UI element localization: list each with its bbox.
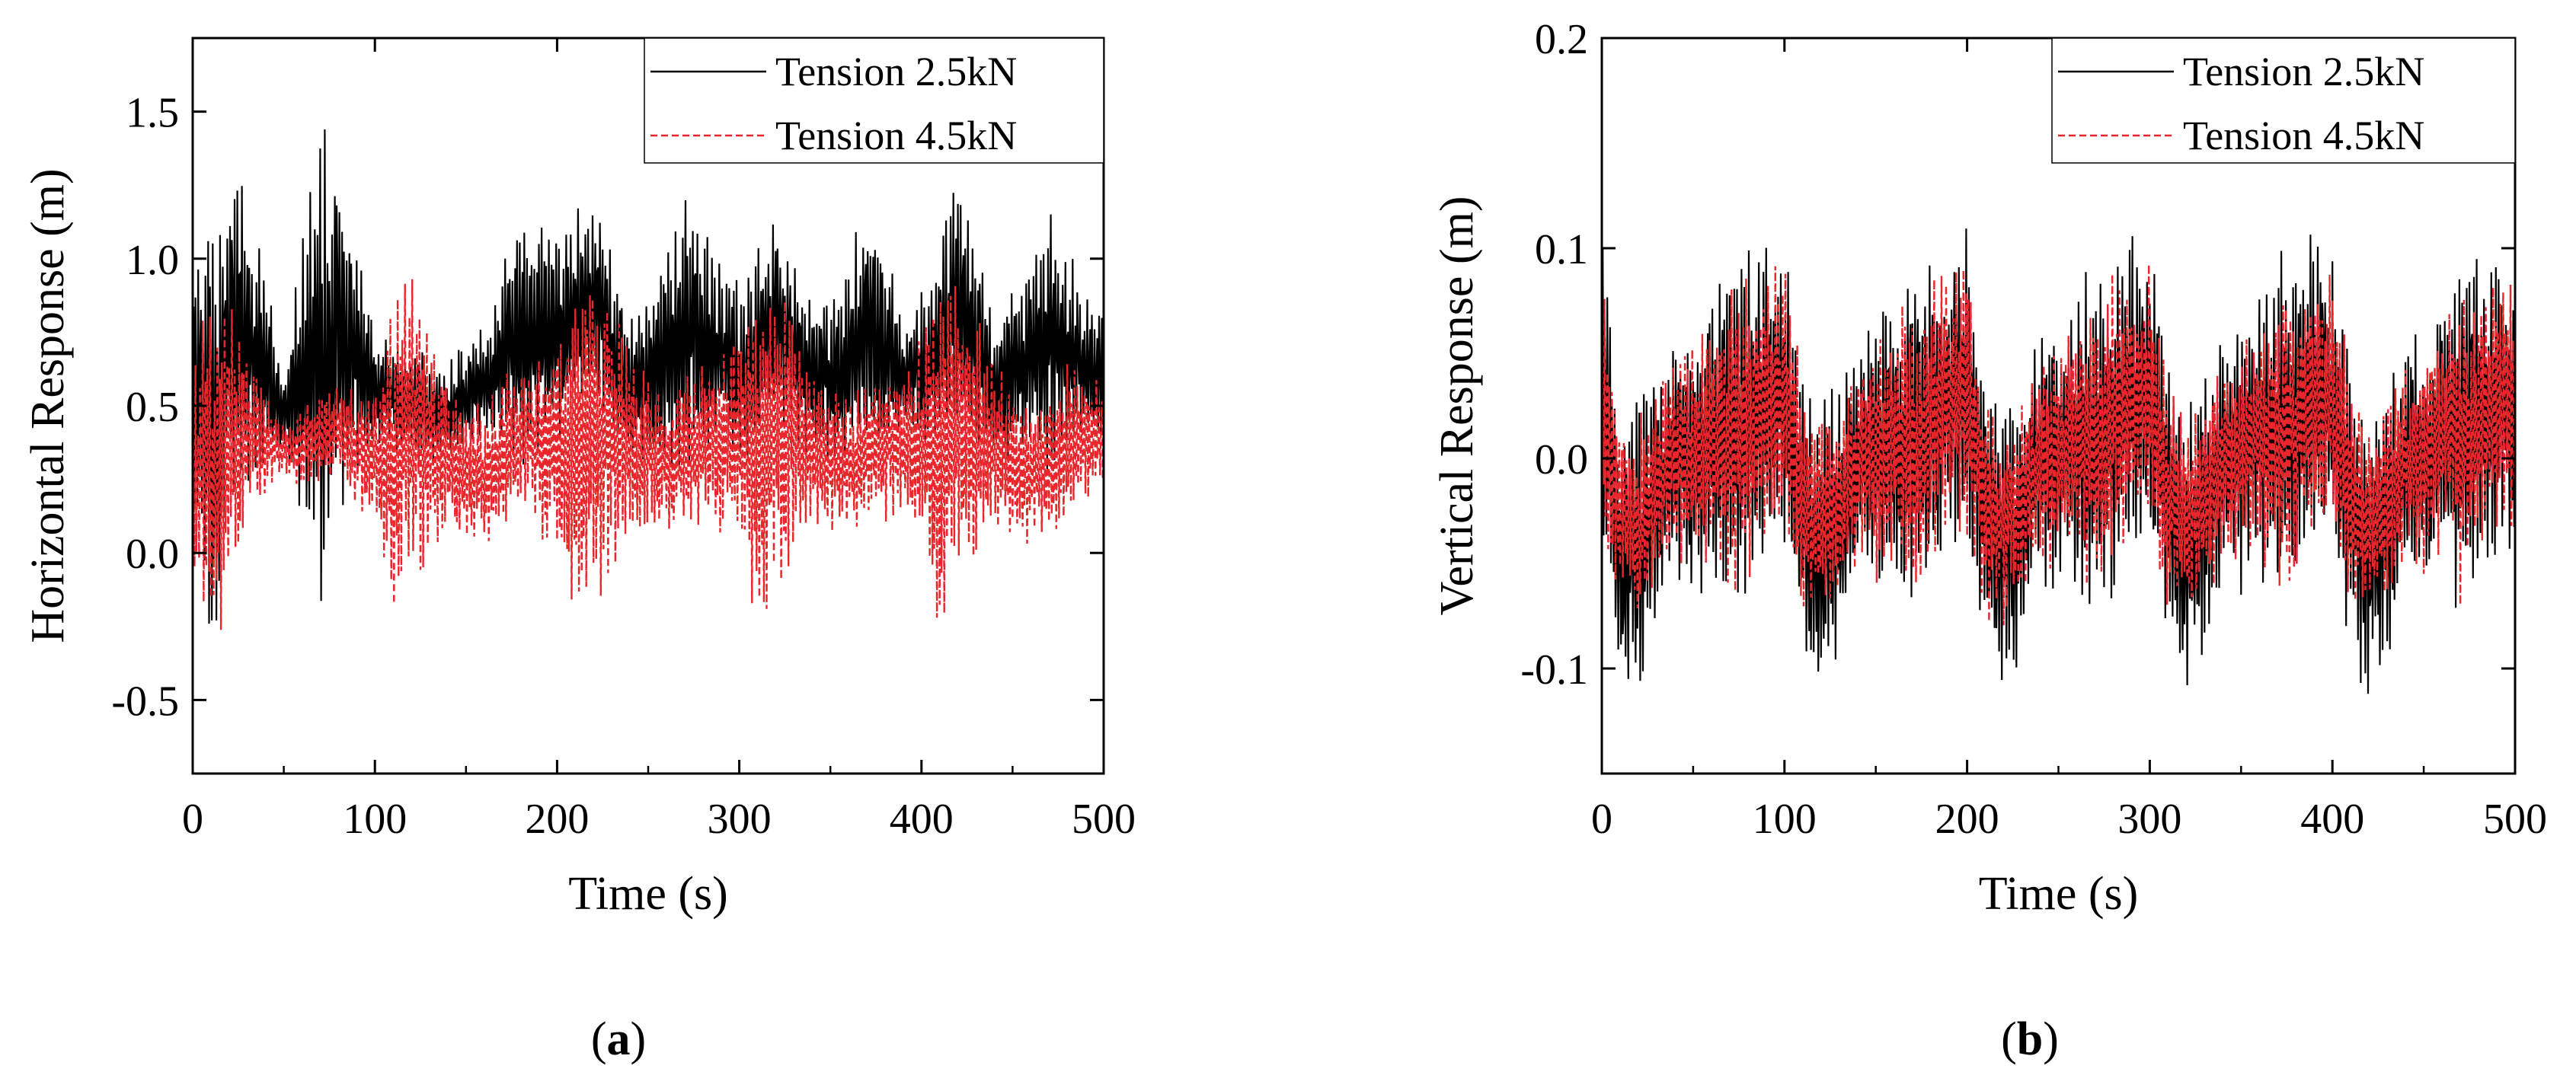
- y-tick-label: 0.1: [1535, 226, 1588, 273]
- subfigure-caption: (b): [2001, 1013, 2059, 1065]
- y-tick-label: 0.2: [1535, 16, 1588, 63]
- x-tick-label: 200: [1935, 796, 1999, 843]
- chart-a-horizontal-response: 0 100 200 300 400 500 -0.5 0.0 0.5 1.0 1.5 Time (s)…: [22, 37, 1136, 1065]
- x-tick-label: 0: [1591, 796, 1612, 843]
- y-tick-label: 0.0: [1535, 436, 1588, 483]
- x-axis-label: Time (s): [1979, 868, 2139, 920]
- y-axis-label: Vertical Response (m): [1431, 196, 1483, 616]
- legend-box: [2051, 37, 2516, 164]
- x-tick-label: 200: [525, 796, 589, 843]
- legend-box: [644, 37, 1104, 164]
- y-tick-label: -0.5: [111, 678, 179, 725]
- x-tick-label: 300: [2117, 796, 2181, 843]
- y-tick-label: 0.5: [126, 384, 179, 431]
- subfigure-caption: (a): [591, 1013, 646, 1065]
- x-tick-label: 100: [343, 796, 407, 843]
- x-tick-label: 100: [1753, 796, 1817, 843]
- y-tick-label: 1.0: [126, 237, 179, 284]
- legend-label: Tension 2.5kN: [775, 49, 1017, 94]
- x-tick-label: 500: [1072, 796, 1136, 843]
- series-line-tension-2-5kn: [193, 129, 1104, 624]
- legend-label: Tension 4.5kN: [775, 113, 1017, 158]
- y-axis-label: Horizontal Response (m): [22, 168, 74, 643]
- x-tick-label: 300: [708, 796, 772, 843]
- chart-b-vertical-response: 0 100 200 300 400 500 -0.1 0.0 0.1 0.2 Time (s) Ver…: [1431, 16, 2547, 1065]
- y-tick-label: 0.0: [126, 531, 179, 578]
- series-line-tension-4-5kn: [1602, 264, 2515, 626]
- x-tick-label: 400: [2300, 796, 2364, 843]
- legend-label: Tension 4.5kN: [2183, 113, 2424, 158]
- x-tick-label: 500: [2483, 796, 2547, 843]
- series-line-tension-4-5kn: [193, 279, 1104, 630]
- x-axis-label: Time (s): [568, 868, 728, 920]
- caption-letter: b: [2017, 1013, 2043, 1065]
- y-tick-label: -0.1: [1520, 646, 1588, 694]
- legend-label: Tension 2.5kN: [2183, 49, 2424, 94]
- x-tick-label: 400: [890, 796, 954, 843]
- x-tick-label: 0: [182, 796, 203, 843]
- y-tick-label: 1.5: [126, 90, 179, 137]
- caption-letter: a: [607, 1013, 631, 1065]
